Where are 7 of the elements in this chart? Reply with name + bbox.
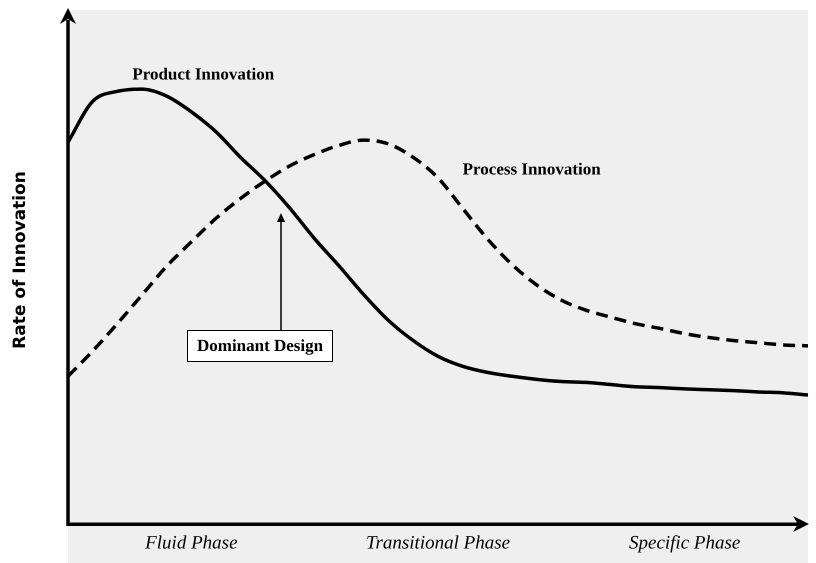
x-tick-label: Specific Phase	[629, 532, 740, 554]
x-tick-label: Transitional Phase	[366, 532, 510, 554]
series-label: Product Innovation	[132, 64, 275, 84]
series-label: Process Innovation	[462, 159, 602, 178]
x-tick-label: Fluid Phase	[144, 532, 238, 554]
annotation: Dominant Design	[187, 330, 334, 362]
y-axis-title: Rate of Innovation	[10, 170, 30, 351]
